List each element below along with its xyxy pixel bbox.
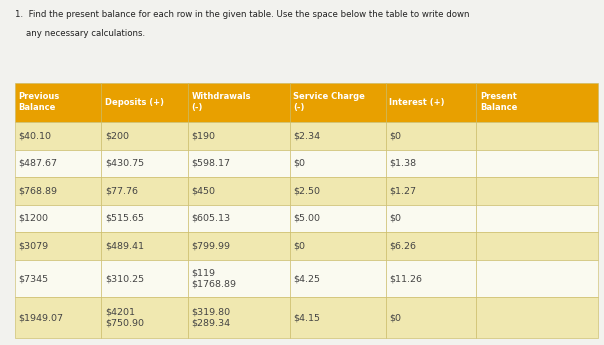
Bar (15, 83, 101, 122)
Text: $598.17: $598.17 (191, 159, 230, 168)
Text: $487.67: $487.67 (19, 159, 58, 168)
Bar (15, 260, 101, 297)
Bar (15, 149, 101, 177)
Bar (290, 177, 386, 205)
Text: $4.25: $4.25 (294, 274, 320, 283)
Text: $11.26: $11.26 (390, 274, 422, 283)
Text: $6.26: $6.26 (390, 241, 416, 250)
Bar (476, 177, 598, 205)
Bar (290, 122, 386, 149)
Bar (386, 232, 476, 260)
Bar (188, 232, 290, 260)
Bar (15, 122, 101, 149)
Bar (188, 122, 290, 149)
Text: $4.15: $4.15 (294, 313, 320, 322)
Text: $0: $0 (390, 131, 402, 140)
Text: Previous
Balance: Previous Balance (19, 92, 60, 112)
Text: $119
$1768.89: $119 $1768.89 (191, 268, 236, 289)
Bar (15, 297, 101, 338)
Text: $515.65: $515.65 (105, 214, 144, 223)
Text: Interest (+): Interest (+) (390, 98, 445, 107)
Bar (290, 260, 386, 297)
Text: $0: $0 (294, 159, 305, 168)
Bar (476, 122, 598, 149)
Bar (290, 205, 386, 232)
Text: $5.00: $5.00 (294, 214, 320, 223)
Bar (386, 297, 476, 338)
Bar (188, 260, 290, 297)
Bar (386, 83, 476, 122)
Text: $319.80
$289.34: $319.80 $289.34 (191, 308, 230, 328)
Bar (386, 260, 476, 297)
Text: $489.41: $489.41 (105, 241, 144, 250)
Text: Present
Balance: Present Balance (480, 92, 517, 112)
Text: $7345: $7345 (19, 274, 49, 283)
Text: $310.25: $310.25 (105, 274, 144, 283)
Text: $1.27: $1.27 (390, 186, 416, 195)
Bar (188, 177, 290, 205)
Bar (101, 177, 188, 205)
Text: $450: $450 (191, 186, 215, 195)
Bar (386, 122, 476, 149)
Bar (188, 149, 290, 177)
Bar (101, 260, 188, 297)
Bar (290, 83, 386, 122)
Bar (15, 177, 101, 205)
Text: $2.50: $2.50 (294, 186, 320, 195)
Text: $799.99: $799.99 (191, 241, 230, 250)
Text: $3079: $3079 (19, 241, 49, 250)
Bar (476, 205, 598, 232)
Text: $40.10: $40.10 (19, 131, 52, 140)
Bar (386, 205, 476, 232)
Bar (386, 149, 476, 177)
Text: $768.89: $768.89 (19, 186, 58, 195)
Bar (188, 205, 290, 232)
Text: $1200: $1200 (19, 214, 49, 223)
Bar (15, 205, 101, 232)
Text: $1.38: $1.38 (390, 159, 417, 168)
Text: any necessary calculations.: any necessary calculations. (15, 29, 145, 38)
Bar (101, 205, 188, 232)
Text: $77.76: $77.76 (105, 186, 138, 195)
Bar (476, 232, 598, 260)
Bar (476, 297, 598, 338)
Text: 1.  Find the present balance for each row in the given table. Use the space belo: 1. Find the present balance for each row… (15, 10, 469, 19)
Bar (290, 297, 386, 338)
Text: $605.13: $605.13 (191, 214, 230, 223)
Text: $200: $200 (105, 131, 129, 140)
Bar (101, 232, 188, 260)
Text: $0: $0 (390, 313, 402, 322)
Text: $0: $0 (294, 241, 305, 250)
Text: $430.75: $430.75 (105, 159, 144, 168)
Bar (476, 83, 598, 122)
Bar (290, 232, 386, 260)
Text: Service Charge
(-): Service Charge (-) (294, 92, 365, 112)
Text: Withdrawals
(-): Withdrawals (-) (191, 92, 251, 112)
Bar (476, 149, 598, 177)
Text: $1949.07: $1949.07 (19, 313, 64, 322)
Bar (476, 260, 598, 297)
Bar (188, 297, 290, 338)
Bar (101, 297, 188, 338)
Text: Deposits (+): Deposits (+) (105, 98, 164, 107)
Text: $2.34: $2.34 (294, 131, 320, 140)
Bar (15, 232, 101, 260)
Bar (290, 149, 386, 177)
Bar (101, 122, 188, 149)
Text: $0: $0 (390, 214, 402, 223)
Bar (386, 177, 476, 205)
Bar (188, 83, 290, 122)
Text: $4201
$750.90: $4201 $750.90 (105, 308, 144, 328)
Bar (101, 149, 188, 177)
Text: $190: $190 (191, 131, 215, 140)
Bar (101, 83, 188, 122)
